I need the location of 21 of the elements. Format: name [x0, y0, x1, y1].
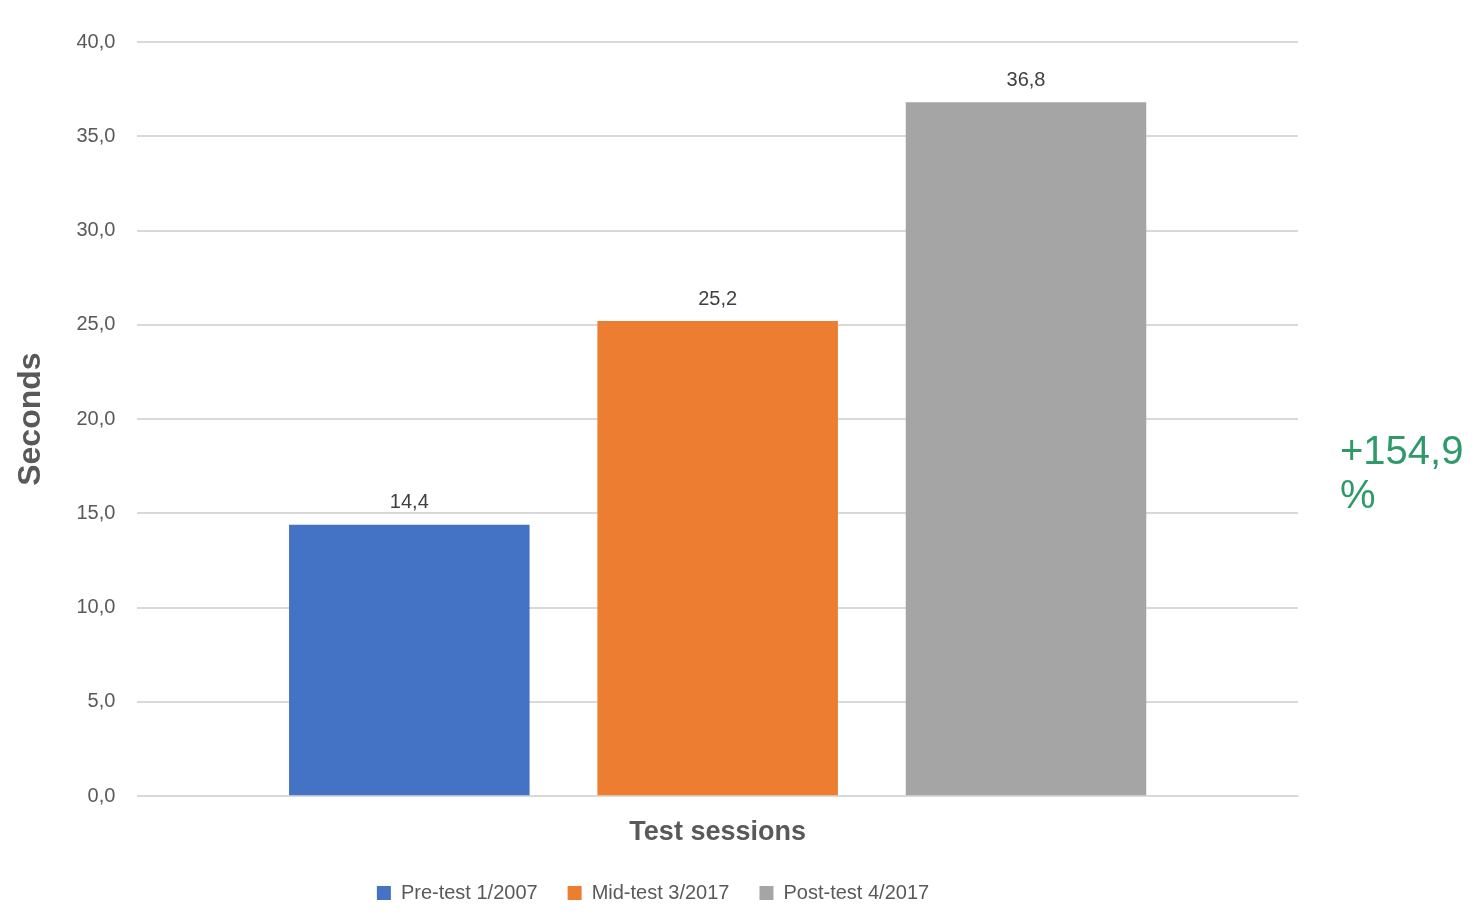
- y-tick-label: 25,0: [76, 312, 116, 335]
- y-tick-label: 40,0: [76, 29, 116, 52]
- y-axis-title: Seconds: [11, 352, 48, 486]
- text: +154,9 %: [1340, 428, 1465, 516]
- data-label: 36,8: [1006, 67, 1046, 90]
- y-tick-label: 30,0: [76, 218, 116, 241]
- legend-label: Mid-test 3/2017: [591, 880, 730, 903]
- data-label: 14,4: [389, 490, 429, 513]
- y-tick-label: 10,0: [76, 595, 116, 618]
- y-tick-label: 20,0: [76, 406, 116, 429]
- legend-label: Post-test 4/2017: [783, 880, 930, 903]
- y-tick-label: 5,0: [87, 689, 116, 712]
- y-tick-label: 15,0: [76, 500, 116, 523]
- bar: [289, 524, 530, 796]
- data-label: 25,2: [698, 286, 738, 309]
- x-axis-title: Test sessions: [629, 816, 806, 847]
- y-tick-label: 0,0: [87, 783, 116, 806]
- bar: [597, 321, 838, 796]
- y-tick-label: 35,0: [76, 123, 116, 146]
- bar: [905, 102, 1147, 796]
- legend-label: Pre-test 1/2007: [400, 880, 538, 903]
